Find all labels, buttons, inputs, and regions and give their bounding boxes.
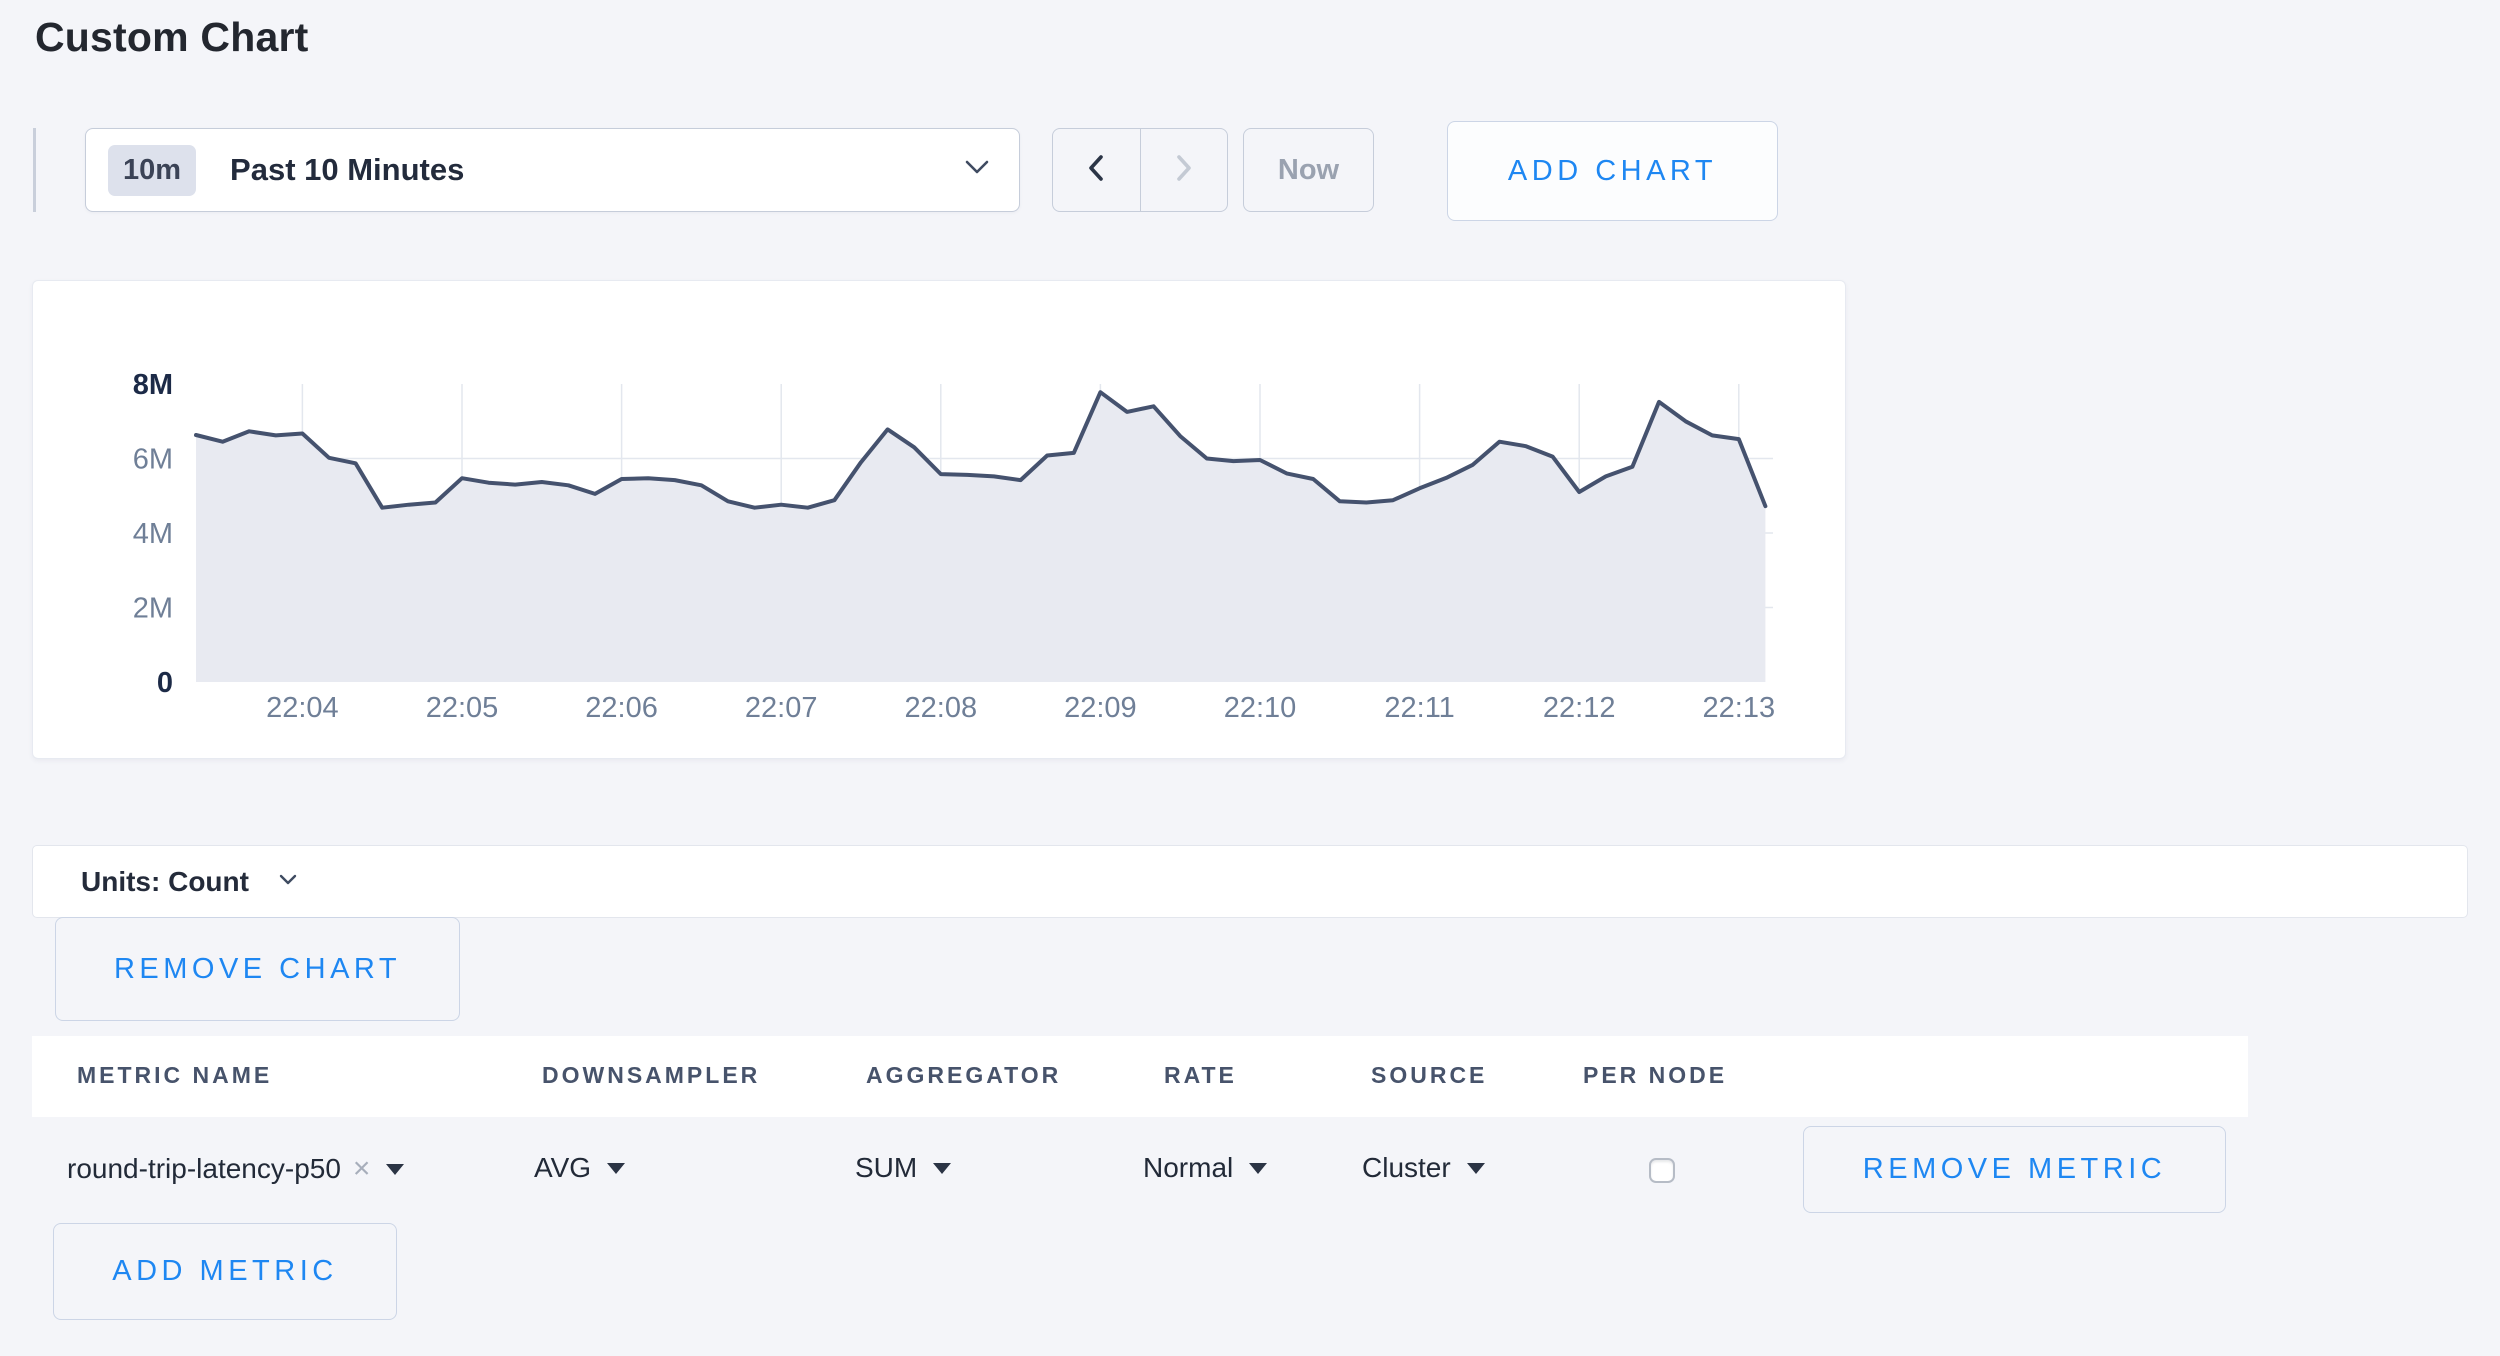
- column-source: SOURCE: [1371, 1062, 1488, 1088]
- time-window-label: Past 10 Minutes: [230, 152, 465, 187]
- column-per-node: PER NODE: [1583, 1062, 1728, 1088]
- caret-down-icon: [607, 1162, 626, 1174]
- time-forward-button[interactable]: [1141, 129, 1228, 211]
- source-select[interactable]: Cluster: [1362, 1152, 1485, 1184]
- svg-text:22:08: 22:08: [905, 692, 978, 724]
- svg-text:0: 0: [157, 667, 173, 699]
- chevron-right-icon: [1173, 153, 1195, 188]
- column-aggregator: AGGREGATOR: [866, 1062, 1062, 1088]
- column-downsampler: DOWNSAMPLER: [542, 1062, 761, 1088]
- remove-metric-button[interactable]: REMOVE METRIC: [1803, 1126, 2226, 1213]
- time-nav-group: [1052, 128, 1228, 212]
- caret-down-icon: [1249, 1162, 1268, 1174]
- svg-text:22:05: 22:05: [426, 692, 499, 724]
- per-node-checkbox[interactable]: [1649, 1158, 1675, 1183]
- svg-text:22:11: 22:11: [1384, 692, 1454, 724]
- chart-svg: 22:04 22:05 22:06 22:07 22:08 22:09 22:10 22:11…: [133, 369, 1776, 724]
- column-rate: RATE: [1164, 1062, 1237, 1088]
- now-button-label: Now: [1277, 153, 1340, 186]
- aggregator-value: SUM: [855, 1152, 918, 1183]
- svg-text:22:06: 22:06: [585, 692, 658, 724]
- toolbar-divider: [33, 128, 36, 212]
- source-value: Cluster: [1362, 1152, 1451, 1183]
- remove-chart-label: REMOVE CHART: [113, 952, 402, 985]
- svg-text:4M: 4M: [133, 518, 173, 550]
- svg-text:22:13: 22:13: [1703, 692, 1776, 724]
- caret-down-icon: [1466, 1162, 1485, 1174]
- downsampler-select[interactable]: AVG: [534, 1152, 626, 1184]
- rate-select[interactable]: Normal: [1143, 1152, 1268, 1184]
- svg-text:22:12: 22:12: [1543, 692, 1616, 724]
- caret-down-icon: [386, 1163, 405, 1175]
- add-chart-button[interactable]: ADD CHART: [1447, 121, 1778, 221]
- caret-down-icon: [933, 1162, 952, 1174]
- chevron-down-icon: [279, 873, 297, 891]
- units-dropdown[interactable]: Units: Count: [32, 845, 2468, 918]
- add-metric-label: ADD METRIC: [112, 1255, 338, 1287]
- chart-card: 22:04 22:05 22:06 22:07 22:08 22:09 22:10 22:11…: [32, 280, 1846, 759]
- time-back-button[interactable]: [1053, 129, 1141, 211]
- metrics-table-header: METRIC NAME DOWNSAMPLER AGGREGATOR RATE …: [32, 1036, 2248, 1117]
- page-title: Custom Chart: [35, 14, 309, 60]
- remove-metric-label: REMOVE METRIC: [1862, 1153, 2167, 1185]
- now-button[interactable]: Now: [1243, 128, 1374, 212]
- chevron-left-icon: [1085, 153, 1107, 188]
- downsampler-value: AVG: [534, 1152, 592, 1183]
- metric-name-select[interactable]: round-trip-latency-p50 ×: [67, 1152, 405, 1186]
- time-window-badge: 10m: [108, 144, 197, 196]
- remove-chart-button[interactable]: REMOVE CHART: [55, 917, 460, 1021]
- svg-text:22:07: 22:07: [745, 692, 818, 724]
- svg-text:22:10: 22:10: [1224, 692, 1297, 724]
- chevron-down-icon: [965, 160, 989, 180]
- svg-text:8M: 8M: [133, 369, 173, 401]
- aggregator-select[interactable]: SUM: [855, 1152, 952, 1184]
- metric-name-value: round-trip-latency-p50: [67, 1153, 341, 1184]
- time-window-dropdown[interactable]: 10m Past 10 Minutes: [85, 128, 1020, 212]
- svg-text:2M: 2M: [133, 593, 173, 625]
- add-metric-button[interactable]: ADD METRIC: [53, 1223, 397, 1320]
- svg-text:22:04: 22:04: [266, 692, 339, 724]
- clear-icon[interactable]: ×: [352, 1152, 371, 1185]
- svg-text:22:09: 22:09: [1064, 692, 1137, 724]
- column-metric-name: METRIC NAME: [77, 1062, 273, 1088]
- svg-text:6M: 6M: [133, 444, 173, 476]
- rate-value: Normal: [1143, 1152, 1234, 1183]
- units-label: Units: Count: [81, 865, 249, 897]
- add-chart-label: ADD CHART: [1507, 154, 1718, 187]
